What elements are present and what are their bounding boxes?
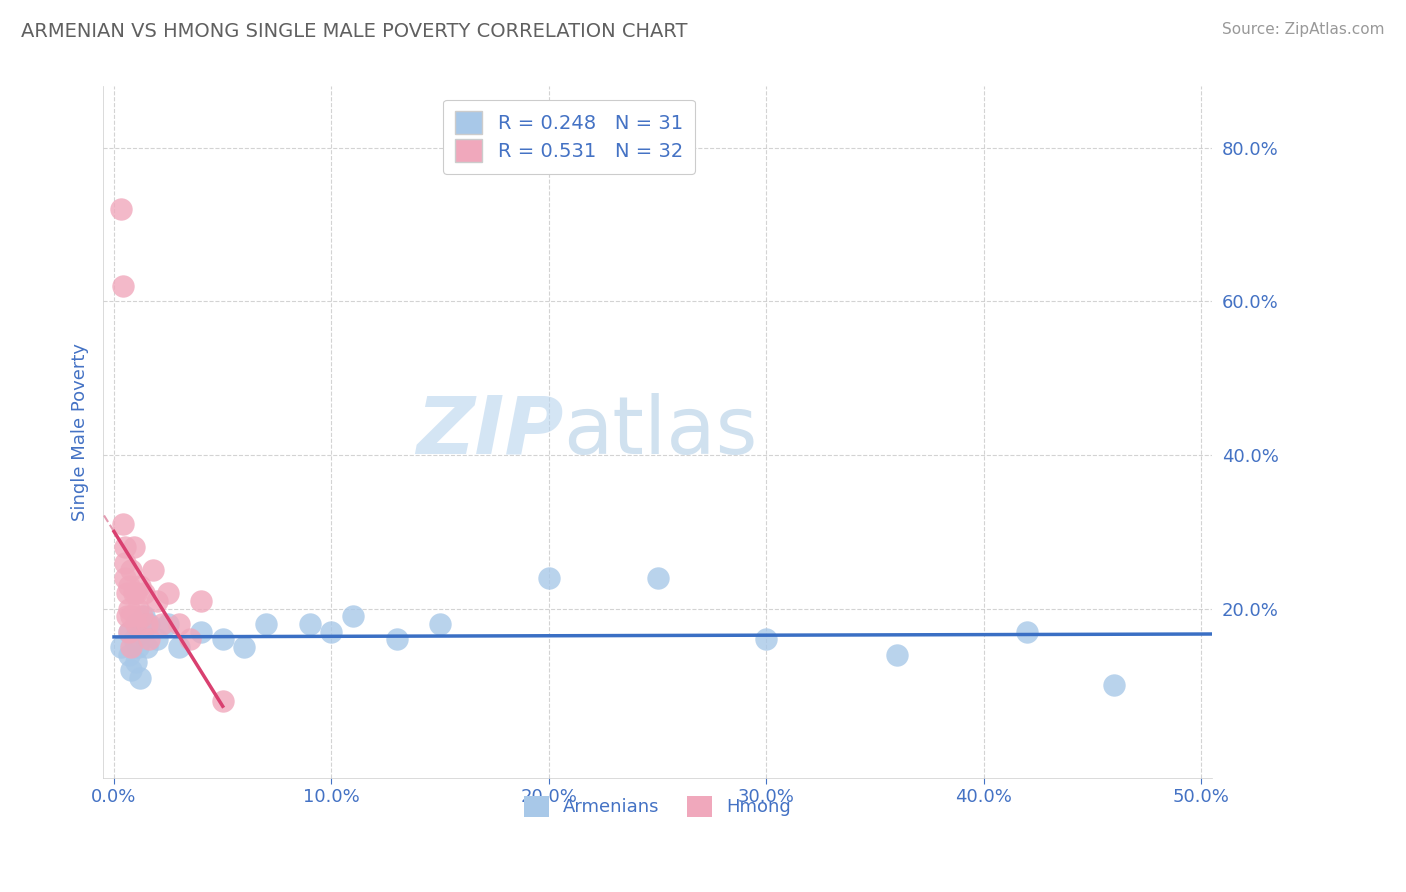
Point: [755, 632, 778, 647]
Point: [647, 571, 669, 585]
Point: [211, 694, 233, 708]
Point: [135, 640, 157, 654]
Point: [131, 609, 153, 624]
Point: [127, 601, 149, 615]
Point: [157, 586, 180, 600]
Point: [142, 563, 165, 577]
Point: [167, 640, 190, 654]
Text: Source: ZipAtlas.com: Source: ZipAtlas.com: [1222, 22, 1385, 37]
Point: [157, 617, 180, 632]
Point: [429, 617, 451, 632]
Point: [114, 556, 136, 570]
Point: [179, 632, 201, 647]
Point: [118, 624, 141, 639]
Point: [118, 578, 141, 592]
Point: [114, 571, 136, 585]
Point: [120, 640, 142, 654]
Point: [129, 578, 152, 592]
Point: [135, 617, 157, 632]
Point: [111, 517, 134, 532]
Point: [1102, 678, 1125, 692]
Point: [110, 202, 132, 217]
Point: [129, 671, 152, 685]
Point: [138, 617, 160, 632]
Point: [131, 624, 153, 639]
Point: [120, 663, 142, 677]
Point: [122, 586, 145, 600]
Point: [125, 617, 148, 632]
Text: atlas: atlas: [564, 393, 758, 471]
Point: [127, 640, 149, 654]
Point: [118, 624, 141, 639]
Point: [146, 632, 169, 647]
Point: [115, 586, 138, 600]
Legend: Armenians, Hmong: Armenians, Hmong: [516, 789, 799, 824]
Point: [134, 609, 156, 624]
Point: [342, 609, 364, 624]
Point: [111, 279, 134, 293]
Point: [321, 624, 343, 639]
Point: [125, 586, 148, 600]
Point: [118, 601, 141, 615]
Point: [537, 571, 560, 585]
Point: [125, 617, 148, 632]
Point: [115, 609, 138, 624]
Point: [122, 540, 145, 554]
Point: [114, 540, 136, 554]
Point: [886, 648, 908, 662]
Point: [120, 563, 142, 577]
Point: [134, 586, 156, 600]
Point: [190, 594, 212, 608]
Point: [150, 617, 173, 632]
Point: [120, 609, 142, 624]
Point: [385, 632, 408, 647]
Point: [110, 640, 132, 654]
Point: [254, 617, 277, 632]
Point: [118, 648, 141, 662]
Point: [298, 617, 321, 632]
Point: [138, 632, 160, 647]
Point: [190, 624, 212, 639]
Point: [122, 632, 145, 647]
Point: [125, 656, 148, 670]
Point: [211, 632, 233, 647]
Point: [1017, 624, 1039, 639]
Point: [146, 594, 169, 608]
Text: ZIP: ZIP: [416, 393, 564, 471]
Point: [167, 617, 190, 632]
Point: [233, 640, 256, 654]
Y-axis label: Single Male Poverty: Single Male Poverty: [72, 343, 89, 521]
Text: ARMENIAN VS HMONG SINGLE MALE POVERTY CORRELATION CHART: ARMENIAN VS HMONG SINGLE MALE POVERTY CO…: [21, 22, 688, 41]
